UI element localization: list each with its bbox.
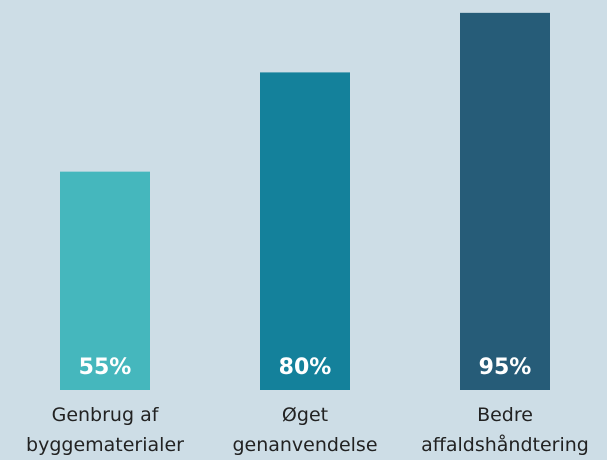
bar: [460, 12, 550, 390]
bar: [60, 171, 150, 390]
x-tick-label: Øget genanvendelse: [232, 404, 377, 456]
bar: [260, 72, 350, 391]
value-label: 80%: [279, 355, 332, 380]
value-label: 95%: [479, 355, 532, 380]
x-tick-label: Bedre affaldshåndtering: [421, 404, 589, 456]
x-tick-label: Genbrug af byggematerialer: [26, 404, 184, 456]
value-label: 55%: [79, 355, 132, 380]
